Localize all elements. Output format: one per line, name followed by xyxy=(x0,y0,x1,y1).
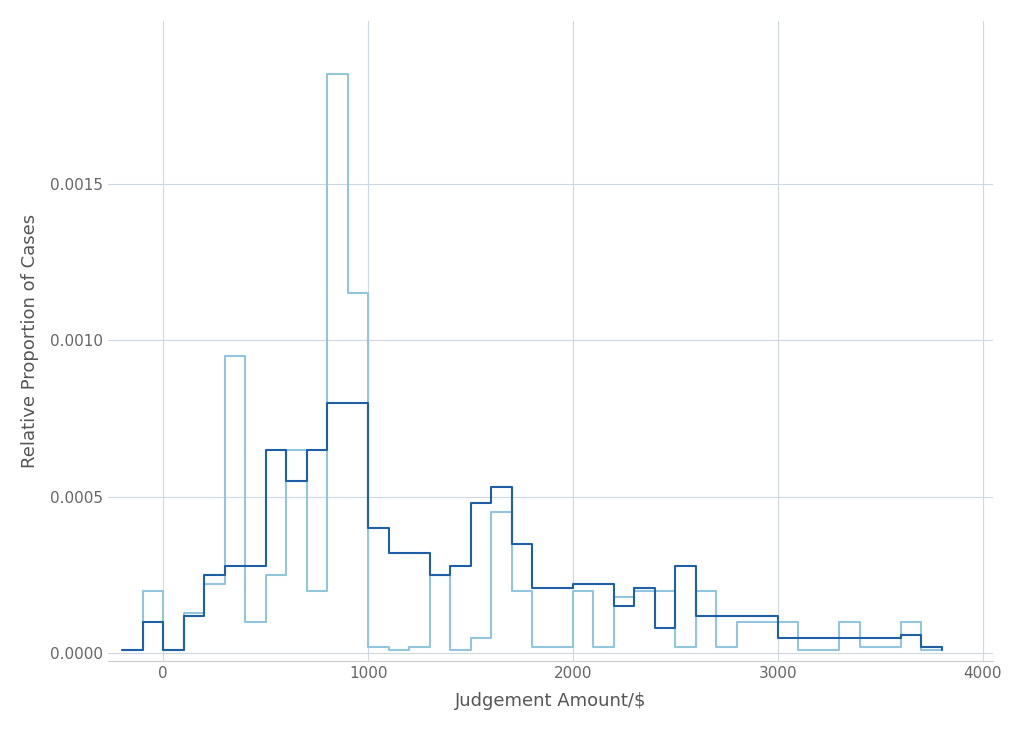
Y-axis label: Relative Proportion of Cases: Relative Proportion of Cases xyxy=(20,214,39,468)
X-axis label: Judgement Amount/$: Judgement Amount/$ xyxy=(455,692,646,711)
